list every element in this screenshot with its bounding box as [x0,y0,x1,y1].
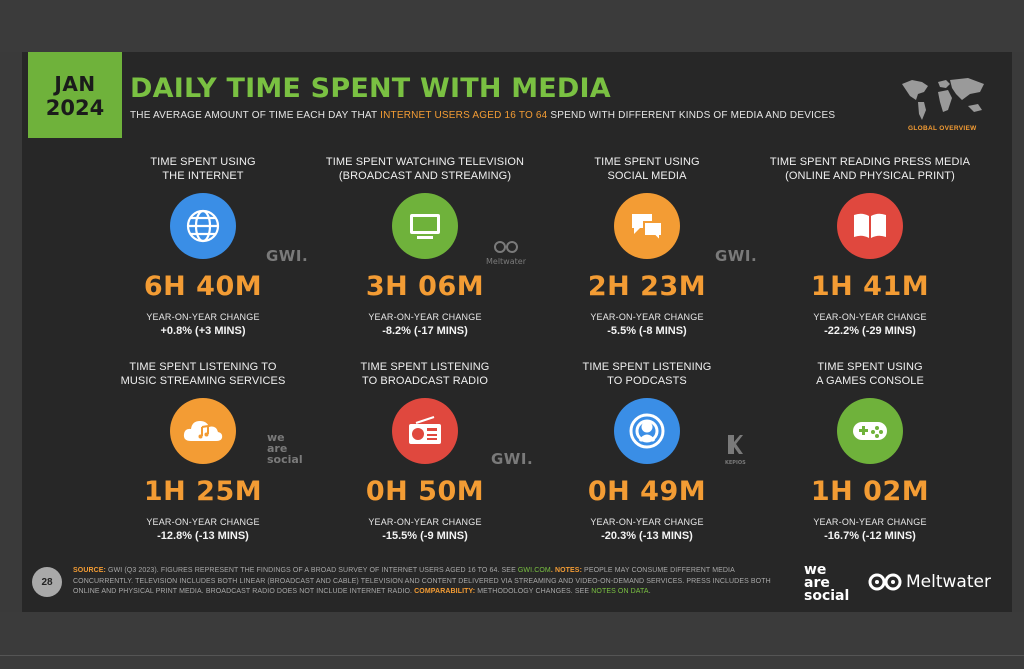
stat-label: TIME SPENT WATCHING TELEVISION (BROADCAST… [325,156,525,182]
window-top-bar [0,0,1024,52]
slide-subtitle: THE AVERAGE AMOUNT OF TIME EACH DAY THAT… [130,110,835,121]
stat-label: TIME SPENT USING SOCIAL MEDIA [594,156,700,182]
gwi-watermark: GWI. [266,247,309,265]
notes-on-data-link[interactable]: NOTES ON DATA [591,588,649,595]
stat-value: 3H 06M [365,271,485,302]
yoy-change: -16.7% (-12 MINS) [824,530,916,542]
stat-television: TIME SPENT WATCHING TELEVISION (BROADCAST… [315,155,535,337]
yoy-label: YEAR-ON-YEAR CHANGE [368,517,482,527]
cloud-music-icon [170,398,236,464]
world-map-icon [902,78,984,120]
meltwater-logo-text: Meltwater [906,572,991,592]
yoy-change: -5.5% (-8 MINS) [607,325,687,337]
stat-broadcast-radio: TIME SPENT LISTENING TO BROADCAST RADIO 0… [315,360,535,542]
open-book-icon [837,193,903,259]
we-are-social-watermark: we are social [267,431,303,466]
television-icon [392,193,458,259]
stat-label: TIME SPENT USING A GAMES CONSOLE [816,361,924,387]
stat-label: TIME SPENT LISTENING TO PODCASTS [582,361,712,387]
global-overview-label: GLOBAL OVERVIEW [908,125,977,132]
yoy-change: -8.2% (-17 MINS) [382,325,468,337]
kepios-watermark-text: KEPIOS [725,460,746,466]
gamepad-icon [837,398,903,464]
slide: JAN 2024 DAILY TIME SPENT WITH MEDIA THE… [22,52,1012,612]
meltwater-logo: Meltwater [868,572,991,592]
yoy-change: -12.8% (-13 MINS) [157,530,249,542]
stat-value: 0H 49M [587,476,707,507]
date-year: 2024 [45,96,105,120]
meltwater-logo-icon [868,573,902,591]
source-footnote: SOURCE: GWI (Q3 2023). FIGURES REPRESENT… [73,567,771,595]
yoy-label: YEAR-ON-YEAR CHANGE [813,517,927,527]
date-badge: JAN 2024 [28,52,122,138]
yoy-change: -20.3% (-13 MINS) [601,530,693,542]
stat-label: TIME SPENT LISTENING TO MUSIC STREAMING S… [120,361,286,387]
subtitle-text-end: SPEND WITH DIFFERENT KINDS OF MEDIA AND … [547,110,836,121]
stat-podcasts: TIME SPENT LISTENING TO PODCASTS 0H 49M Y… [537,360,757,542]
meltwater-watermark-text: Meltwater [486,257,526,266]
yoy-label: YEAR-ON-YEAR CHANGE [146,312,260,322]
subtitle-text-start: THE AVERAGE AMOUNT OF TIME EACH DAY THAT [130,110,381,121]
stat-label: TIME SPENT LISTENING TO BROADCAST RADIO [360,361,490,387]
meltwater-mark-icon [493,241,518,253]
stat-social-media: TIME SPENT USING SOCIAL MEDIA 2H 23M YEAR… [537,155,757,337]
yoy-change: +0.8% (+3 MINS) [160,325,246,337]
yoy-label: YEAR-ON-YEAR CHANGE [368,312,482,322]
stat-value: 6H 40M [143,271,263,302]
stat-value: 1H 25M [143,476,263,507]
kepios-watermark: KEPIOS [725,434,746,466]
stat-games-console: TIME SPENT USING A GAMES CONSOLE 1H 02M Y… [760,360,980,542]
stat-music-streaming: TIME SPENT LISTENING TO MUSIC STREAMING S… [93,360,313,542]
stat-internet: TIME SPENT USING THE INTERNET 6H 40M YEAR… [93,155,313,337]
chat-bubbles-icon [614,193,680,259]
stat-label: TIME SPENT READING PRESS MEDIA (ONLINE AN… [769,156,971,182]
stat-value: 1H 41M [810,271,930,302]
window-bottom-bar [0,612,1024,669]
window-divider [0,655,1024,656]
page-number: 28 [32,567,62,597]
stat-press-media: TIME SPENT READING PRESS MEDIA (ONLINE AN… [760,155,980,337]
we-are-social-logo: we are social [804,562,850,604]
yoy-label: YEAR-ON-YEAR CHANGE [590,517,704,527]
stat-value: 1H 02M [810,476,930,507]
yoy-label: YEAR-ON-YEAR CHANGE [146,517,260,527]
gwi-link[interactable]: GWI.COM [517,567,551,574]
yoy-label: YEAR-ON-YEAR CHANGE [590,312,704,322]
yoy-label: YEAR-ON-YEAR CHANGE [813,312,927,322]
stat-value: 2H 23M [587,271,707,302]
yoy-change: -15.5% (-9 MINS) [382,530,468,542]
radio-icon [392,398,458,464]
podcast-icon [614,398,680,464]
gwi-watermark: GWI. [715,247,758,265]
subtitle-highlight: INTERNET USERS AGED 16 TO 64 [380,110,548,121]
stat-value: 0H 50M [365,476,485,507]
meltwater-watermark: Meltwater [486,238,526,266]
yoy-change: -22.2% (-29 MINS) [824,325,916,337]
date-month: JAN [54,72,96,96]
slide-title: DAILY TIME SPENT WITH MEDIA [130,73,611,104]
gwi-watermark: GWI. [491,450,534,468]
kepios-mark-icon [728,435,744,454]
stat-label: TIME SPENT USING THE INTERNET [150,156,256,182]
globe-icon [170,193,236,259]
